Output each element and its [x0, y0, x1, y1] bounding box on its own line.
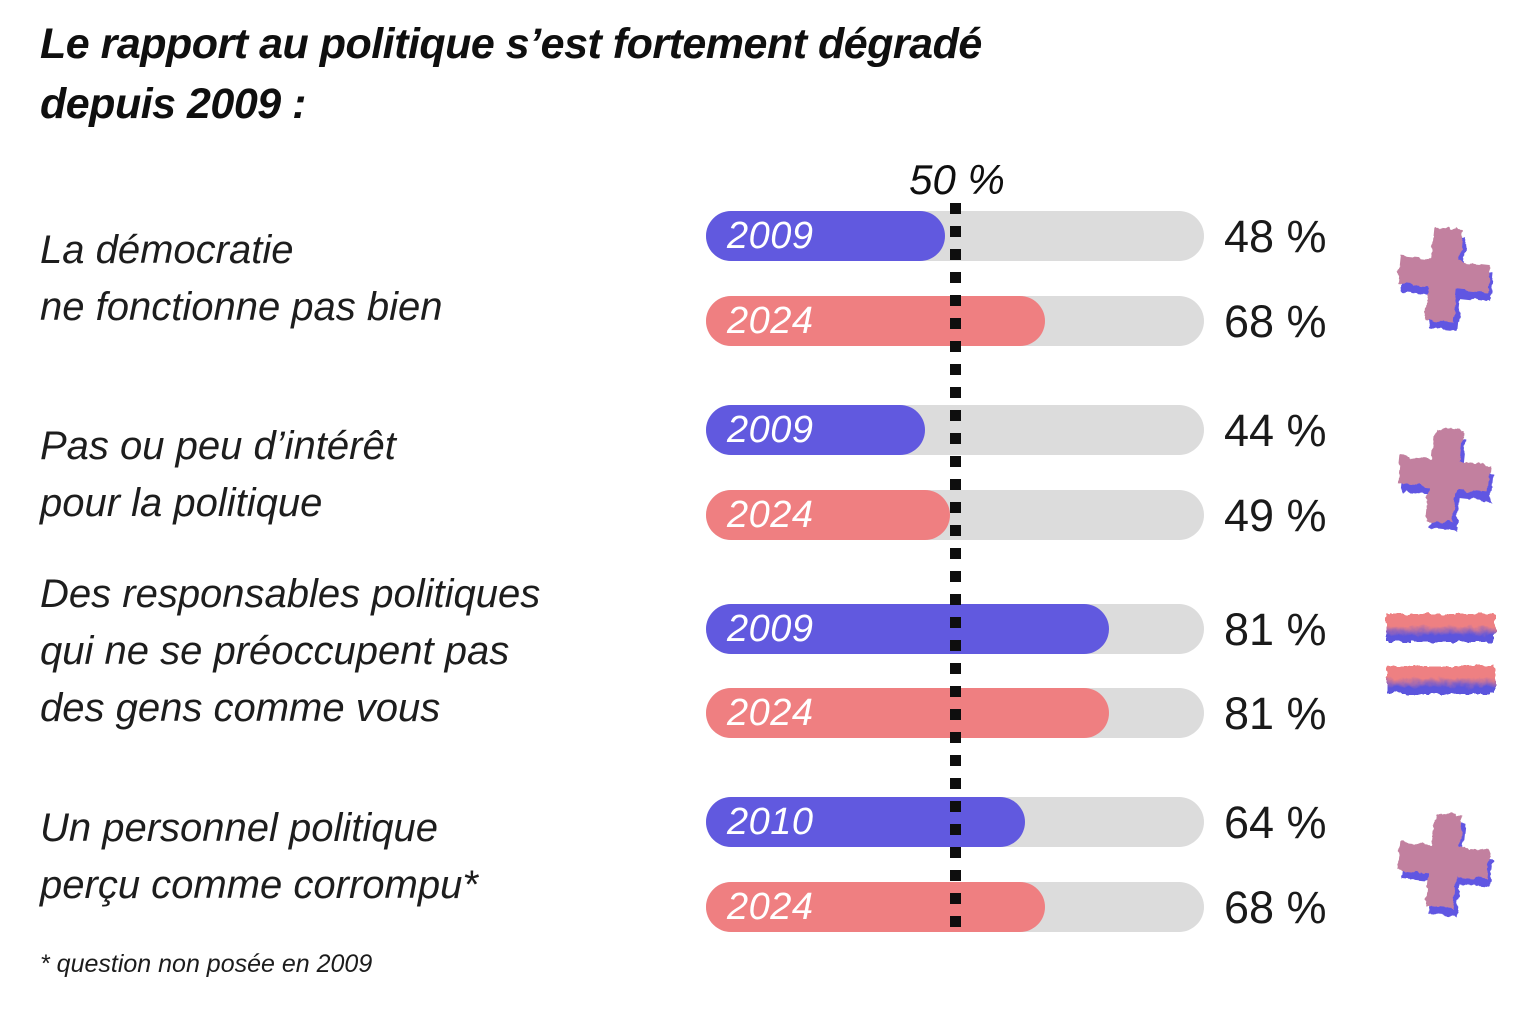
percent-label: 49 % — [1224, 490, 1327, 541]
footnote: * question non posée en 2009 — [40, 950, 373, 978]
category-label-line: des gens comme vous — [40, 686, 441, 730]
chart-title: Le rapport au politique s’est fortement … — [40, 14, 982, 134]
plus-icon — [1384, 804, 1499, 924]
reference-dotted-line — [950, 203, 961, 936]
bar-fill-2024: 2024 — [706, 882, 1045, 932]
year-label: 2024 — [727, 885, 814, 928]
category-label: Un personnel politique perçu comme corrom… — [40, 800, 478, 914]
bar-fill-2009: 2009 — [706, 405, 926, 455]
year-label: 2009 — [727, 607, 814, 650]
percent-label: 68 % — [1224, 296, 1327, 347]
year-label: 2024 — [727, 493, 814, 536]
bar-track: 2009 — [706, 211, 1204, 261]
category-label-line: Pas ou peu d’intérêt — [40, 424, 396, 468]
chart-title-line1: Le rapport au politique s’est fortement … — [40, 20, 982, 68]
bar-fill-2010: 2010 — [706, 797, 1025, 847]
category-label: La démocratie ne fonctionne pas bien — [40, 222, 443, 336]
year-label: 2024 — [727, 299, 814, 342]
year-label: 2024 — [727, 691, 814, 734]
category-label-line: Des responsables politiques — [40, 572, 541, 616]
bar-fill-2024: 2024 — [706, 688, 1110, 738]
bar-fill-2009: 2009 — [706, 604, 1110, 654]
bar-track: 2024 — [706, 296, 1204, 346]
bar-fill-2009: 2009 — [706, 211, 946, 261]
percent-label: 81 % — [1224, 688, 1327, 739]
bar-fill-2024: 2024 — [706, 296, 1045, 346]
percent-label: 64 % — [1224, 797, 1327, 848]
category-label: Des responsables politiques qui ne se pré… — [40, 566, 540, 737]
category-label-line: pour la politique — [40, 481, 323, 525]
category-label-line: qui ne se préoccupent pas — [40, 629, 510, 673]
percent-label: 81 % — [1224, 604, 1327, 655]
percent-label: 48 % — [1224, 211, 1327, 262]
year-label: 2009 — [727, 408, 814, 451]
plus-icon — [1384, 218, 1499, 338]
percent-label: 68 % — [1224, 882, 1327, 933]
plus-icon — [1384, 418, 1499, 538]
category-label-line: La démocratie — [40, 228, 294, 272]
category-label-line: perçu comme corrompu* — [40, 863, 478, 907]
equals-icon — [1384, 606, 1499, 711]
percent-label: 44 % — [1224, 405, 1327, 456]
chart-title-line2: depuis 2009 : — [40, 80, 306, 128]
category-label-line: ne fonctionne pas bien — [40, 285, 443, 329]
category-label-line: Un personnel politique — [40, 806, 439, 850]
year-label: 2009 — [727, 214, 814, 257]
reference-line-label: 50 % — [909, 156, 1005, 203]
bar-fill-2024: 2024 — [706, 490, 951, 540]
year-label: 2010 — [727, 800, 814, 843]
category-label: Pas ou peu d’intérêt pour la politique — [40, 418, 396, 532]
